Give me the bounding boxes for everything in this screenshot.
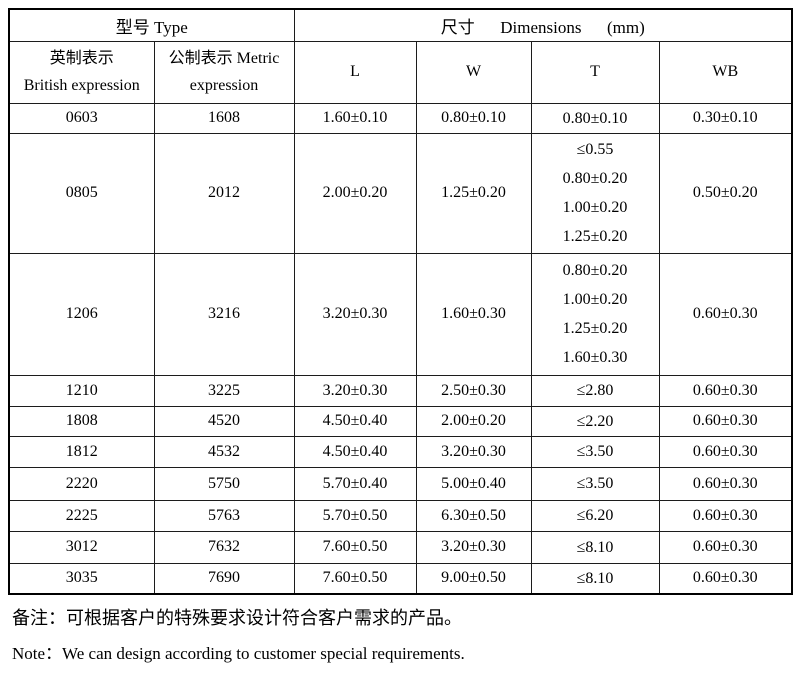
cell-metric-code: 5750 [153,466,295,501]
cell-british-code: 1210 [8,374,155,407]
note-english: Note：We can design according to customer… [12,644,465,663]
dimensions-group-header: 尺寸 Dimensions (mm) [293,8,793,42]
cell-dim-l: 2.00±0.20 [293,132,417,254]
cell-british-code: 2225 [8,499,155,532]
cell-dim-l: 7.60±0.50 [293,530,417,564]
cell-metric-code: 7632 [153,530,295,564]
table-row: 1808 4520 4.50±0.40 2.00±0.20 ≤2.20 0.60… [8,405,793,437]
cell-british-code: 0603 [8,102,155,134]
cell-dim-w: 6.30±0.50 [415,499,532,532]
cell-metric-code: 3225 [153,374,295,407]
cell-dim-l: 1.60±0.10 [293,102,417,134]
cell-dim-wb: 0.60±0.30 [658,499,793,532]
cell-dim-w: 1.25±0.20 [415,132,532,254]
cell-dim-t: ≤3.50 [530,466,660,501]
cell-dim-l: 4.50±0.40 [293,435,417,468]
table-row: 2220 5750 5.70±0.40 5.00±0.40 ≤3.50 0.60… [8,466,793,501]
cell-dim-t: 0.80±0.10 [530,102,660,134]
col-header-metric-expression: 公制表示 Metric expression [153,40,295,104]
table-row: 1210 3225 3.20±0.30 2.50±0.30 ≤2.80 0.60… [8,374,793,407]
cell-dim-t: ≤8.10 [530,562,660,595]
notes-section: 备注：可根据客户的特殊要求设计符合客户需求的产品。 Note：We can de… [12,607,800,665]
col-header-t: T [530,40,660,104]
type-group-header: 型号 Type [8,8,295,42]
cell-british-code: 2220 [8,466,155,501]
col-header-british-expression: 英制表示 British expression [8,40,155,104]
cell-metric-code: 3216 [153,252,295,376]
table-header-row-group: 型号 Type 尺寸 Dimensions (mm) [8,8,793,42]
col-header-w: W [415,40,532,104]
cell-dim-w: 5.00±0.40 [415,466,532,501]
cell-dim-w: 3.20±0.30 [415,530,532,564]
col-header-british-zh: 英制表示 [49,50,114,67]
cell-british-code: 3035 [8,562,155,595]
table-row: 3035 7690 7.60±0.50 9.00±0.50 ≤8.10 0.60… [8,562,793,595]
cell-metric-code: 1608 [153,102,295,134]
cell-british-code: 0805 [8,132,155,254]
cell-dim-wb: 0.60±0.30 [658,374,793,407]
cell-metric-code: 2012 [153,132,295,254]
cell-dim-wb: 0.30±0.10 [658,102,793,134]
table-row: 1206 3216 3.20±0.30 1.60±0.30 0.80±0.20 … [8,252,793,376]
cell-dim-w: 1.60±0.30 [415,252,532,376]
cell-dim-t: ≤2.80 [530,374,660,407]
col-header-british-en: British expression [23,77,140,94]
cell-dim-wb: 0.60±0.30 [658,530,793,564]
cell-dim-wb: 0.60±0.30 [658,435,793,468]
cell-dim-wb: 0.60±0.30 [658,466,793,501]
cell-dim-t: ≤6.20 [530,499,660,532]
col-header-l: L [293,40,417,104]
cell-dim-l: 3.20±0.30 [293,252,417,376]
cell-dim-t: ≤2.20 [530,405,660,437]
cell-british-code: 3012 [8,530,155,564]
cell-dim-l: 4.50±0.40 [293,405,417,437]
note-chinese: 备注：可根据客户的特殊要求设计符合客户需求的产品。 [12,608,462,628]
cell-british-code: 1206 [8,252,155,376]
table-row: 3012 7632 7.60±0.50 3.20±0.30 ≤8.10 0.60… [8,530,793,564]
cell-metric-code: 4532 [153,435,295,468]
cell-dim-w: 3.20±0.30 [415,435,532,468]
dimensions-spec-table: 型号 Type 尺寸 Dimensions (mm) 英制表示 British … [8,8,793,595]
cell-dim-wb: 0.60±0.30 [658,562,793,595]
cell-dim-w: 2.50±0.30 [415,374,532,407]
cell-dim-w: 0.80±0.10 [415,102,532,134]
col-header-metric-en: expression [189,77,259,94]
cell-dim-t: 0.80±0.20 1.00±0.20 1.25±0.20 1.60±0.30 [530,252,660,376]
cell-dim-t: ≤0.55 0.80±0.20 1.00±0.20 1.25±0.20 [530,132,660,254]
cell-dim-w: 2.00±0.20 [415,405,532,437]
table-row: 0805 2012 2.00±0.20 1.25±0.20 ≤0.55 0.80… [8,132,793,254]
col-header-metric-zh: 公制表示 Metric [168,50,280,67]
cell-british-code: 1808 [8,405,155,437]
table-row: 1812 4532 4.50±0.40 3.20±0.30 ≤3.50 0.60… [8,435,793,468]
cell-dim-w: 9.00±0.50 [415,562,532,595]
table-row: 2225 5763 5.70±0.50 6.30±0.50 ≤6.20 0.60… [8,499,793,532]
cell-metric-code: 4520 [153,405,295,437]
cell-dim-l: 5.70±0.50 [293,499,417,532]
cell-dim-l: 7.60±0.50 [293,562,417,595]
cell-dim-t: ≤3.50 [530,435,660,468]
cell-dim-l: 3.20±0.30 [293,374,417,407]
cell-dim-l: 5.70±0.40 [293,466,417,501]
cell-dim-wb: 0.60±0.30 [658,405,793,437]
table-column-header-row: 英制表示 British expression 公制表示 Metric expr… [8,40,793,104]
cell-dim-wb: 0.60±0.30 [658,252,793,376]
cell-dim-t: ≤8.10 [530,530,660,564]
cell-metric-code: 7690 [153,562,295,595]
cell-dim-wb: 0.50±0.20 [658,132,793,254]
col-header-wb: WB [658,40,793,104]
table-row: 0603 1608 1.60±0.10 0.80±0.10 0.80±0.10 … [8,102,793,134]
cell-british-code: 1812 [8,435,155,468]
cell-metric-code: 5763 [153,499,295,532]
